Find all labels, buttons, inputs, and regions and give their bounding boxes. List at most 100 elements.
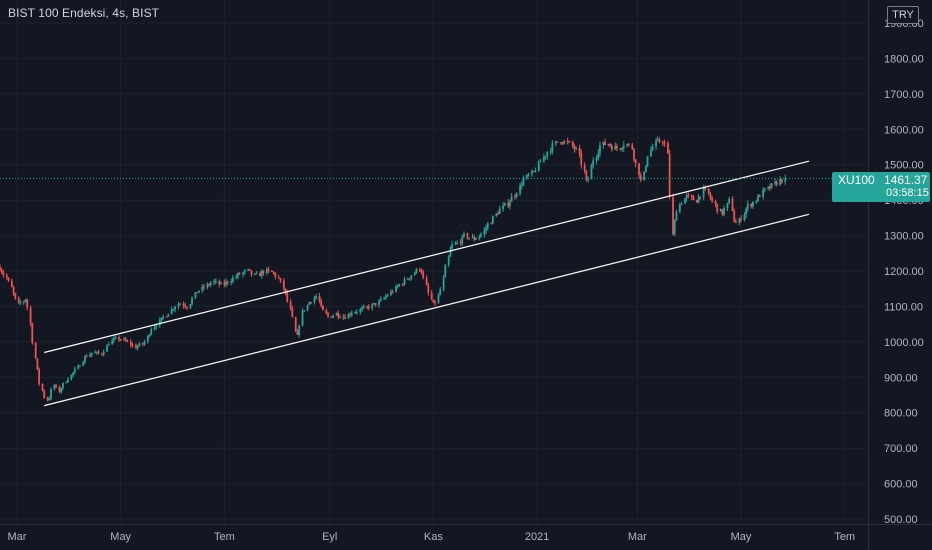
candle-body [667, 143, 669, 154]
candle-body [554, 141, 557, 144]
candle-body [690, 195, 693, 197]
candle-body [604, 141, 606, 145]
candle-body [136, 346, 139, 349]
candle-body [153, 327, 156, 330]
candle-body [206, 284, 209, 288]
candle-body [575, 147, 578, 149]
candle-body [335, 312, 338, 316]
candle-body [359, 309, 362, 312]
candle-body [265, 269, 268, 274]
trend-line[interactable] [44, 160, 810, 354]
candle-body [383, 298, 386, 300]
candle-body [248, 269, 251, 271]
candle-body [167, 314, 170, 317]
candle-body [318, 296, 321, 301]
candle-body [651, 146, 654, 151]
candle-body [668, 153, 671, 197]
candle-body [726, 202, 729, 208]
candle-body [758, 195, 761, 197]
trend-line[interactable] [44, 213, 810, 407]
candle-body [723, 207, 725, 215]
candle-body [111, 340, 114, 345]
candle-body [118, 337, 120, 340]
candle-body [634, 159, 637, 164]
candle-body [646, 156, 649, 167]
candle-body [707, 188, 710, 194]
candle-body [607, 144, 610, 146]
candle-body [474, 238, 477, 240]
time-tick-label: Mar [8, 531, 27, 543]
candle-body [673, 220, 676, 235]
currency-button[interactable]: TRY [887, 6, 919, 24]
candle-body [551, 143, 554, 152]
candle-body [350, 313, 353, 315]
candle-body [242, 272, 244, 275]
candle-body [230, 281, 233, 283]
candle-body [585, 170, 588, 180]
time-axis[interactable]: Mar May Tem Eyl Kas 2021 Mar May Tem [8, 531, 856, 543]
candle-body [627, 144, 630, 146]
candle-body [614, 146, 617, 150]
candle-body [595, 157, 598, 161]
candle-body [719, 209, 722, 212]
candle-body [315, 296, 318, 299]
candle-body [483, 230, 486, 235]
candle-body [374, 303, 377, 306]
candle-body [366, 306, 369, 308]
candle-body [519, 185, 521, 194]
candle-body [354, 312, 357, 314]
candle-body [699, 196, 702, 198]
candle-body [473, 236, 476, 240]
candle-body [238, 273, 241, 275]
candle-body [514, 196, 516, 198]
candle-body [82, 362, 85, 366]
candle-body [685, 195, 688, 199]
candle-body [17, 298, 20, 303]
candle-body [174, 306, 176, 310]
candle-body [362, 306, 365, 309]
candle-body [342, 316, 345, 318]
candle-body [463, 233, 465, 236]
candle-body [697, 196, 700, 203]
candle-body [432, 299, 435, 303]
candle-body [592, 160, 595, 167]
candle-body [721, 209, 724, 215]
candle-body [680, 203, 683, 205]
candle-body [320, 300, 323, 306]
candle-body [284, 288, 287, 293]
candle-body [427, 285, 430, 293]
candle-body [408, 278, 411, 280]
candle-body [349, 314, 352, 316]
candle-body [72, 372, 74, 375]
candle-body [126, 340, 129, 342]
candle-body [373, 303, 375, 305]
candle-body [743, 214, 746, 221]
candle-body [50, 388, 52, 399]
candle-body [498, 208, 501, 214]
candle-body [621, 148, 623, 150]
candle-body [306, 304, 309, 311]
time-tick-label: May [110, 531, 131, 543]
time-tick-label: Kas [424, 531, 443, 543]
trend-channel[interactable] [44, 160, 810, 407]
candle-body [396, 286, 399, 288]
candle-body [687, 195, 690, 197]
candle-series [0, 136, 787, 402]
candle-body [755, 201, 758, 203]
candle-body [639, 175, 642, 180]
candle-body [495, 213, 498, 216]
candle-body [638, 163, 640, 176]
candle-body [471, 236, 474, 238]
candle-body [390, 291, 392, 296]
candle-body [162, 316, 165, 318]
candle-body [143, 341, 146, 345]
candle-body [456, 242, 459, 244]
candle-body [733, 211, 736, 223]
candle-body [692, 196, 695, 201]
candle-body [272, 271, 275, 274]
candle-body [254, 273, 256, 275]
candle-body [89, 354, 91, 357]
candle-body [413, 273, 416, 276]
candle-body [418, 268, 421, 271]
